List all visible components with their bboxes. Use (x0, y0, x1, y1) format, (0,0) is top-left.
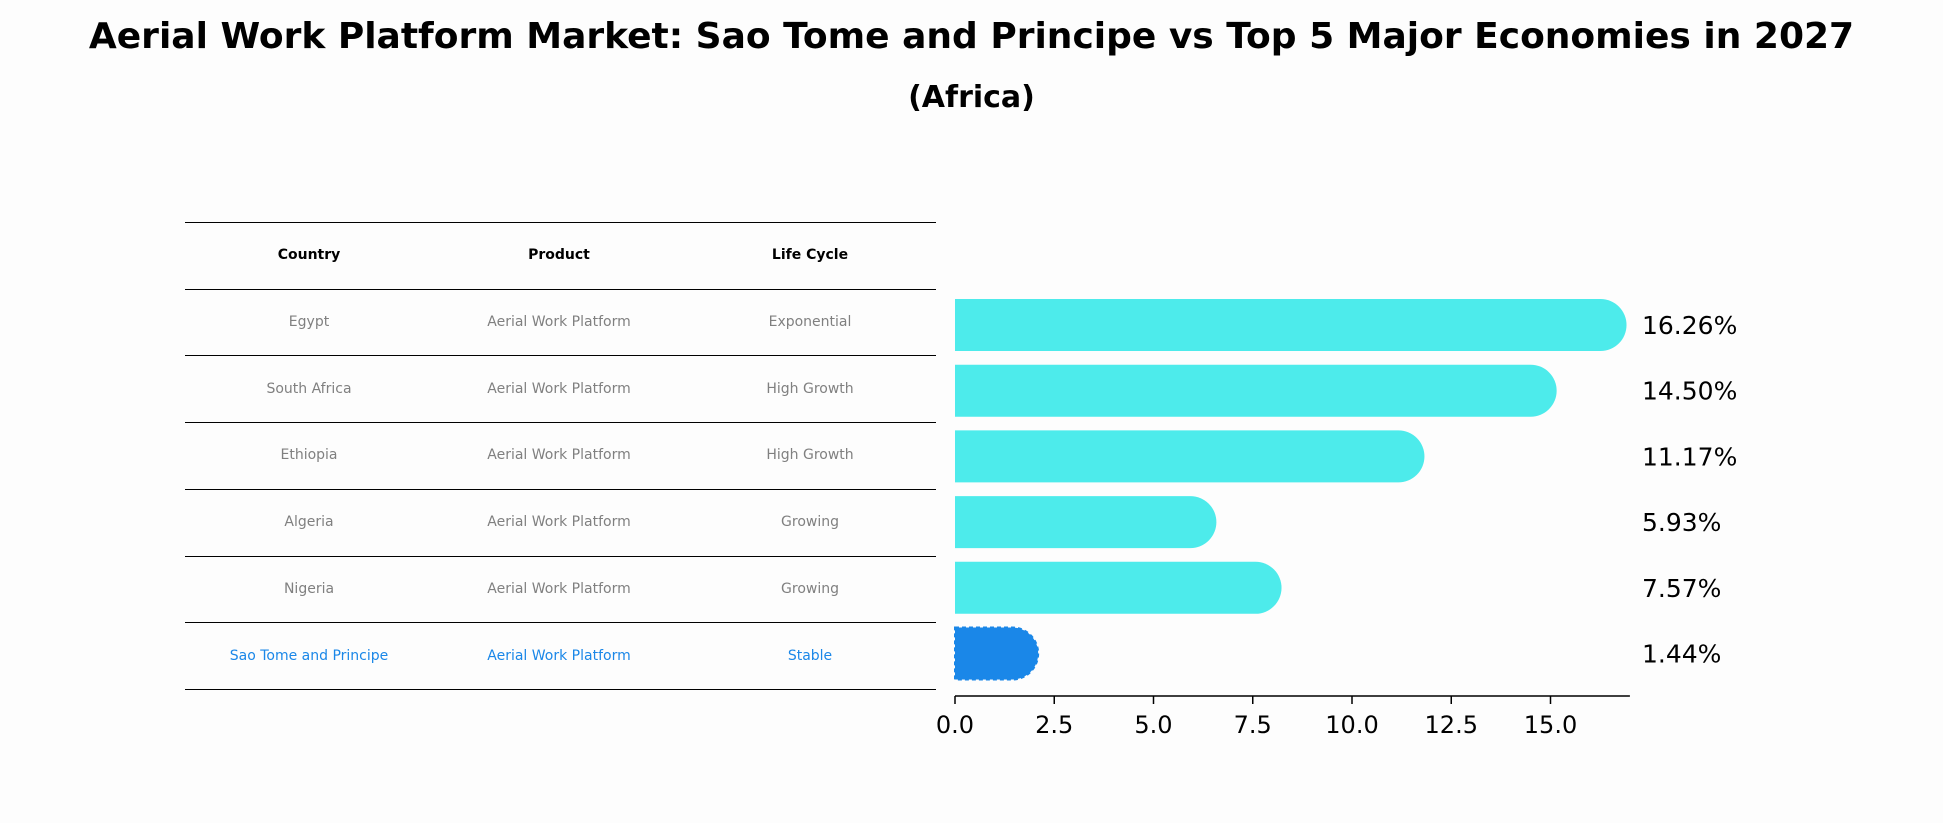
table-cell: Stable (787, 647, 833, 664)
value-label: 11.17% (1642, 442, 1737, 471)
value-label: 16.26% (1642, 311, 1737, 340)
table-header-cell: Country (277, 247, 341, 264)
table-cell: High Growth (766, 447, 854, 464)
table-header-cell: Life Cycle (771, 247, 849, 264)
table-rule (185, 222, 936, 223)
value-label: 5.93% (1642, 508, 1721, 537)
table-cell: Aerial Work Platform (487, 580, 631, 597)
table-cell: Aerial Work Platform (487, 514, 631, 531)
table-header-cell: Product (528, 247, 590, 264)
x-tick-label: 12.5 (1425, 711, 1478, 739)
chart-subtitle: (Africa) (908, 80, 1035, 115)
x-tick-label: 2.5 (1035, 711, 1073, 739)
table-cell: Nigeria (283, 580, 335, 597)
x-tick-label: 5.0 (1134, 711, 1172, 739)
x-tick-label: 10.0 (1325, 711, 1378, 739)
table-rule (185, 622, 936, 624)
bar (955, 561, 1282, 614)
value-label: 1.44% (1642, 640, 1721, 669)
table-rule (185, 422, 936, 424)
bar-highlight (954, 626, 1040, 681)
table-rule (185, 555, 936, 557)
x-tick-label: 7.5 (1234, 711, 1272, 739)
table-cell: Aerial Work Platform (487, 647, 631, 664)
table-cell: South Africa (266, 380, 352, 397)
table-cell: High Growth (766, 380, 854, 397)
table-cell: Ethiopia (280, 447, 338, 464)
table-cell: Exponential (768, 314, 852, 331)
bar (955, 364, 1557, 417)
table-cell: Sao Tome and Principe (229, 647, 389, 664)
table-rule (185, 688, 936, 690)
value-label: 14.50% (1642, 377, 1737, 406)
bar (955, 299, 1627, 351)
table-cell: Algeria (284, 514, 334, 531)
table-cell: Aerial Work Platform (487, 314, 631, 331)
table-cell: Growing (781, 514, 839, 531)
x-tick-label: 15.0 (1524, 711, 1577, 739)
chart-title: Aerial Work Platform Market: Sao Tome an… (88, 16, 1855, 57)
table-rule (185, 488, 936, 490)
bar (955, 496, 1217, 549)
table-cell: Aerial Work Platform (487, 380, 631, 397)
x-tick-label: 0.0 (936, 711, 974, 739)
bar (955, 430, 1425, 483)
table-cell: Growing (781, 580, 839, 597)
value-label: 7.57% (1642, 574, 1721, 603)
table-rule (185, 288, 936, 290)
table-rule (185, 355, 936, 357)
table-cell: Aerial Work Platform (487, 447, 631, 464)
table-cell: Egypt (288, 314, 330, 331)
